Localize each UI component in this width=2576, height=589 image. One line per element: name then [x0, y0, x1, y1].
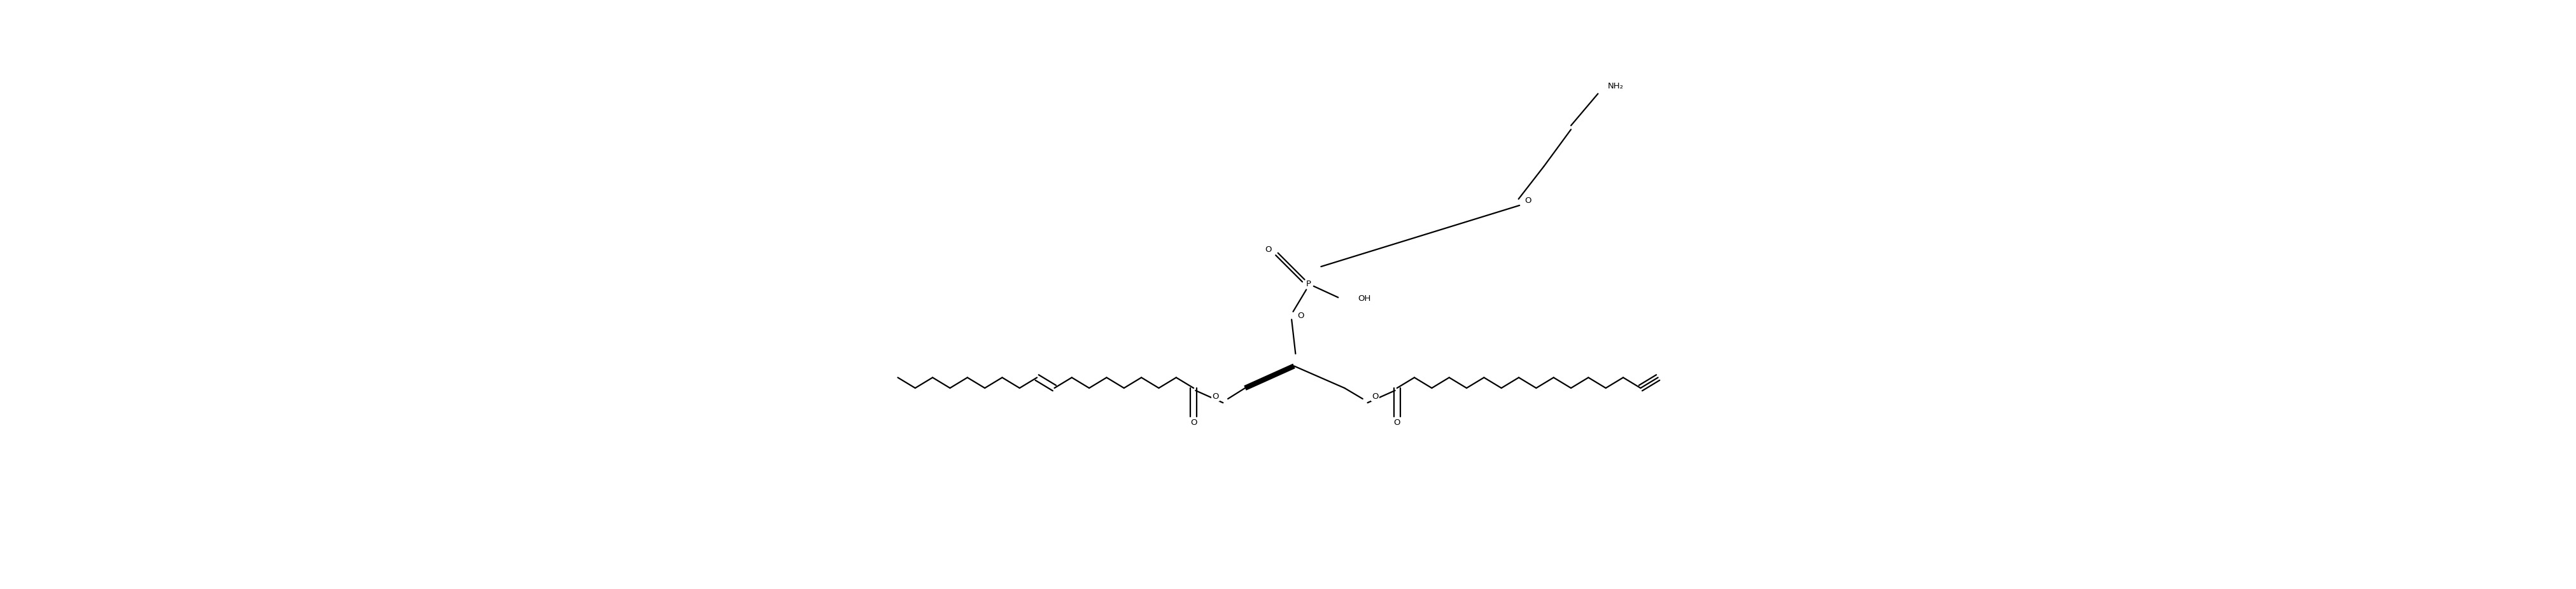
Text: OH: OH — [1358, 294, 1370, 303]
Text: O: O — [1190, 419, 1198, 427]
Text: P: P — [1306, 280, 1311, 288]
Text: NH₂: NH₂ — [1607, 82, 1623, 91]
Text: O: O — [1265, 245, 1270, 254]
Text: O: O — [1211, 392, 1218, 401]
Text: O: O — [1394, 419, 1399, 427]
Text: O: O — [1370, 392, 1378, 401]
Text: O: O — [1525, 196, 1530, 204]
Text: O: O — [1296, 312, 1303, 320]
